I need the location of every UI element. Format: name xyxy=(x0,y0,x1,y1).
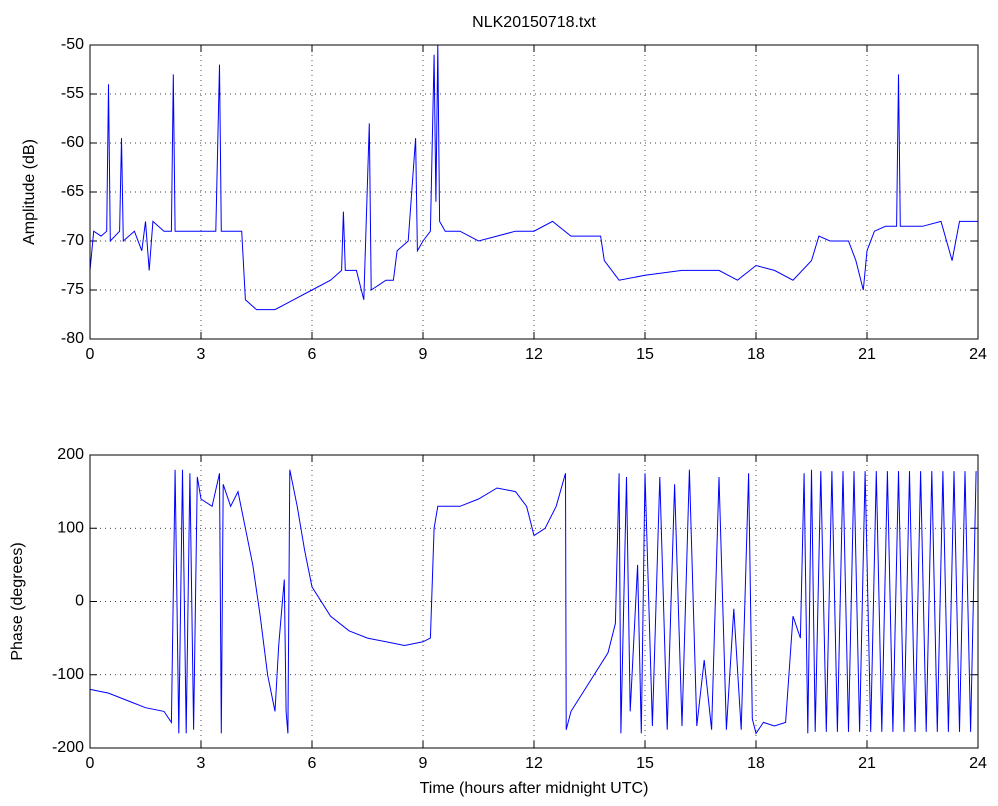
y-tick-label: -55 xyxy=(61,85,84,102)
axes-frame xyxy=(89,454,979,749)
x-tick-label: 6 xyxy=(308,755,317,772)
data-line xyxy=(89,469,977,735)
y-tick-label: -100 xyxy=(52,666,84,683)
x-tick-label: 15 xyxy=(636,755,654,772)
y-tick-label: -70 xyxy=(61,232,84,249)
x-tick-label: 12 xyxy=(525,755,543,772)
y-tick-label: -75 xyxy=(61,281,84,298)
x-tick-label: 3 xyxy=(197,346,206,363)
y-tick-label: -60 xyxy=(61,134,84,151)
y-tick-label: 100 xyxy=(57,519,84,536)
x-tick-label: 6 xyxy=(308,346,317,363)
x-tick-label: 21 xyxy=(858,755,876,772)
x-tick-label: 0 xyxy=(86,755,95,772)
axes-frame xyxy=(89,44,979,340)
x-tick-label: 12 xyxy=(525,346,543,363)
x-tick-label: 24 xyxy=(969,346,987,363)
y-tick-label: 0 xyxy=(75,593,84,610)
x-tick-label: 24 xyxy=(969,755,987,772)
x-tick-label: 3 xyxy=(197,755,206,772)
y-tick-label: 200 xyxy=(57,446,84,463)
y-tick-label: -50 xyxy=(61,36,84,53)
x-tick-label: 18 xyxy=(747,346,765,363)
x-tick-label: 15 xyxy=(636,346,654,363)
y-tick-label: -80 xyxy=(61,330,84,347)
x-axis-label: Time (hours after midnight UTC) xyxy=(420,780,649,797)
x-tick-label: 9 xyxy=(419,755,428,772)
x-tick-label: 18 xyxy=(747,755,765,772)
x-tick-label: 21 xyxy=(858,346,876,363)
y-axis-label: Phase (degrees) xyxy=(9,542,26,660)
chart-title: NLK20150718.txt xyxy=(472,14,596,31)
data-line xyxy=(89,44,978,311)
x-tick-label: 9 xyxy=(419,346,428,363)
y-tick-label: -200 xyxy=(52,739,84,756)
y-axis-label: Amplitude (dB) xyxy=(21,139,38,245)
x-tick-label: 0 xyxy=(86,346,95,363)
y-tick-label: -65 xyxy=(61,183,84,200)
